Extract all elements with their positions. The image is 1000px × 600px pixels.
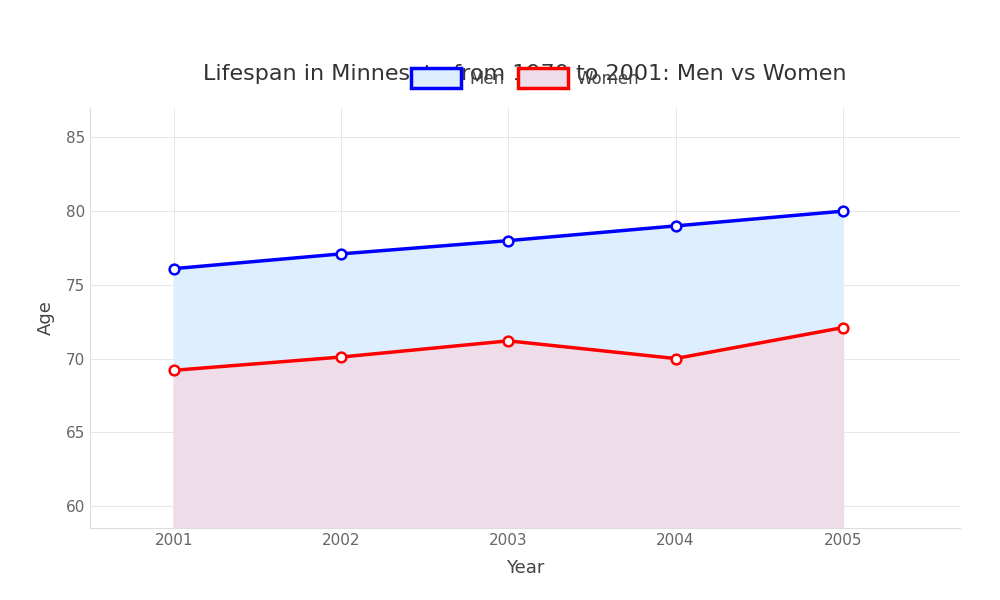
Legend: Men, Women: Men, Women <box>404 62 646 94</box>
X-axis label: Year: Year <box>506 559 544 577</box>
Y-axis label: Age: Age <box>37 301 55 335</box>
Title: Lifespan in Minnesota from 1970 to 2001: Men vs Women: Lifespan in Minnesota from 1970 to 2001:… <box>203 64 847 84</box>
